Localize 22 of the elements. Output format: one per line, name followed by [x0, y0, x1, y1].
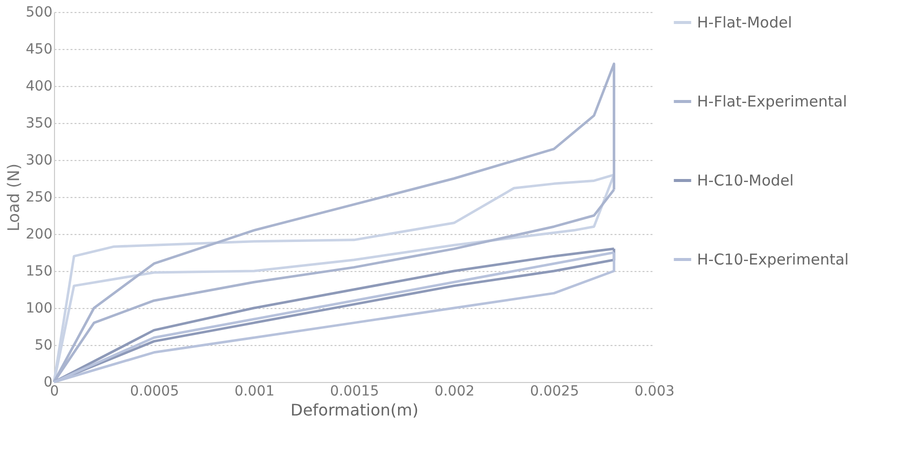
- y-tick-label: 300: [26, 152, 52, 168]
- x-tick-label: 0.0025: [530, 384, 579, 400]
- y-tick-label: 200: [26, 226, 52, 242]
- legend-label: H-C10-Model: [697, 172, 794, 190]
- y-tick-label: 350: [26, 116, 52, 132]
- x-tick-label: 0.003: [634, 384, 675, 400]
- y-tick-label: 500: [26, 4, 52, 20]
- x-tick-label: 0.001: [234, 384, 275, 400]
- x-tick-label: 0.002: [434, 384, 475, 400]
- x-axis-title: Deformation(m): [290, 400, 418, 420]
- y-tick-label: 50: [34, 338, 52, 354]
- y-tick-label: 250: [26, 190, 52, 206]
- y-tick-label: 100: [26, 300, 52, 316]
- y-axis-title: Load (N): [4, 164, 23, 232]
- y-tick-label: 450: [26, 42, 52, 58]
- y-tick-label: 400: [26, 78, 52, 94]
- legend-label: H-C10-Experimental: [697, 250, 849, 268]
- x-tick-label: 0.0015: [330, 384, 379, 400]
- legend-label: H-Flat-Model: [697, 14, 792, 32]
- x-tick-label: 0.0005: [130, 384, 179, 400]
- y-tick-label: 150: [26, 264, 52, 280]
- legend-label: H-Flat-Experimental: [697, 92, 847, 110]
